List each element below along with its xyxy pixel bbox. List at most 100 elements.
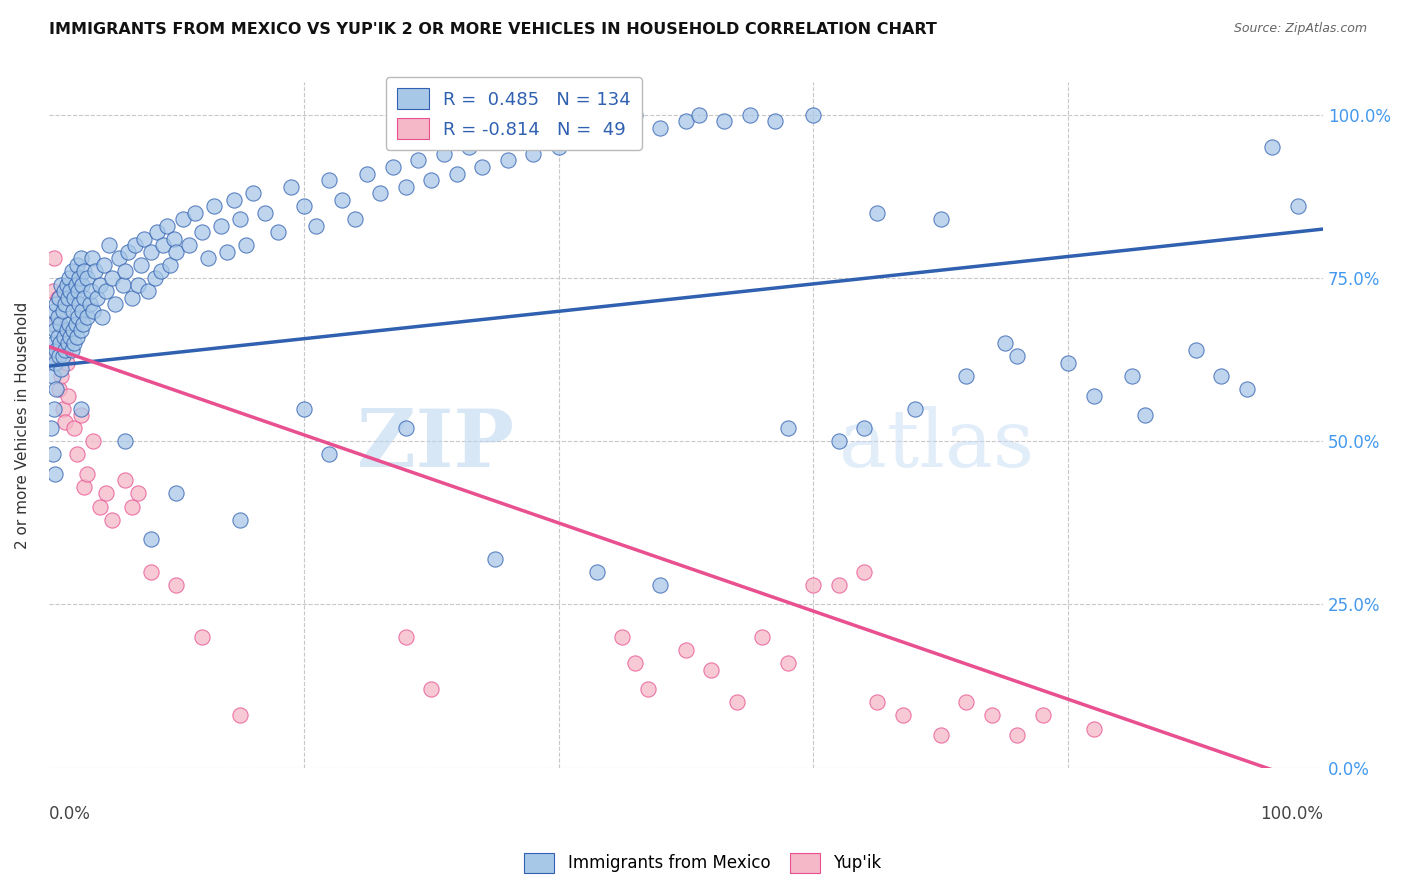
Point	[134, 232, 156, 246]
Point	[637, 682, 659, 697]
Point	[91, 310, 114, 325]
Point	[139, 532, 162, 546]
Point	[70, 303, 93, 318]
Point	[93, 258, 115, 272]
Point	[330, 193, 353, 207]
Point	[94, 284, 117, 298]
Point	[114, 264, 136, 278]
Point	[69, 408, 91, 422]
Point	[197, 252, 219, 266]
Point	[1057, 356, 1080, 370]
Point	[776, 421, 799, 435]
Point	[73, 291, 96, 305]
Point	[929, 212, 952, 227]
Point	[45, 297, 67, 311]
Point	[139, 244, 162, 259]
Point	[41, 368, 63, 383]
Point	[101, 271, 124, 285]
Point	[803, 108, 825, 122]
Point	[484, 551, 506, 566]
Point	[53, 284, 76, 298]
Point	[1007, 350, 1029, 364]
Point	[67, 297, 90, 311]
Point	[44, 317, 66, 331]
Point	[63, 291, 86, 305]
Point	[156, 219, 179, 233]
Point	[48, 350, 70, 364]
Point	[39, 421, 62, 435]
Point	[45, 350, 67, 364]
Point	[59, 330, 82, 344]
Point	[70, 277, 93, 292]
Point	[190, 630, 212, 644]
Point	[209, 219, 232, 233]
Point	[136, 284, 159, 298]
Point	[79, 297, 101, 311]
Text: IMMIGRANTS FROM MEXICO VS YUP'IK 2 OR MORE VEHICLES IN HOUSEHOLD CORRELATION CHA: IMMIGRANTS FROM MEXICO VS YUP'IK 2 OR MO…	[49, 22, 936, 37]
Point	[49, 336, 72, 351]
Point	[725, 695, 748, 709]
Point	[624, 108, 647, 122]
Point	[1083, 388, 1105, 402]
Point	[853, 421, 876, 435]
Point	[471, 160, 494, 174]
Point	[101, 513, 124, 527]
Point	[143, 271, 166, 285]
Point	[49, 317, 72, 331]
Point	[42, 401, 65, 416]
Point	[127, 486, 149, 500]
Point	[44, 467, 66, 481]
Point	[51, 368, 73, 383]
Point	[394, 630, 416, 644]
Point	[46, 330, 69, 344]
Point	[73, 264, 96, 278]
Point	[904, 401, 927, 416]
Point	[46, 310, 69, 325]
Point	[446, 167, 468, 181]
Point	[52, 401, 75, 416]
Point	[433, 147, 456, 161]
Point	[891, 708, 914, 723]
Point	[305, 219, 328, 233]
Point	[67, 310, 90, 325]
Point	[97, 238, 120, 252]
Point	[60, 343, 83, 357]
Point	[280, 179, 302, 194]
Point	[45, 343, 67, 357]
Legend: Immigrants from Mexico, Yup'ik: Immigrants from Mexico, Yup'ik	[517, 847, 889, 880]
Point	[76, 467, 98, 481]
Point	[63, 336, 86, 351]
Point	[42, 303, 65, 318]
Point	[59, 284, 82, 298]
Point	[980, 708, 1002, 723]
Point	[177, 238, 200, 252]
Point	[80, 284, 103, 298]
Point	[866, 205, 889, 219]
Point	[420, 682, 443, 697]
Point	[52, 350, 75, 364]
Point	[139, 565, 162, 579]
Point	[675, 643, 697, 657]
Point	[149, 264, 172, 278]
Point	[394, 421, 416, 435]
Point	[1032, 708, 1054, 723]
Point	[49, 336, 72, 351]
Point	[44, 323, 66, 337]
Point	[67, 284, 90, 298]
Point	[1007, 728, 1029, 742]
Point	[955, 695, 977, 709]
Point	[572, 134, 595, 148]
Point	[52, 303, 75, 318]
Point	[111, 277, 134, 292]
Point	[688, 108, 710, 122]
Point	[1236, 382, 1258, 396]
Point	[82, 303, 104, 318]
Point	[496, 153, 519, 168]
Point	[44, 356, 66, 370]
Point	[343, 212, 366, 227]
Point	[76, 271, 98, 285]
Point	[408, 153, 430, 168]
Point	[394, 179, 416, 194]
Text: 0.0%: 0.0%	[49, 805, 90, 823]
Point	[42, 252, 65, 266]
